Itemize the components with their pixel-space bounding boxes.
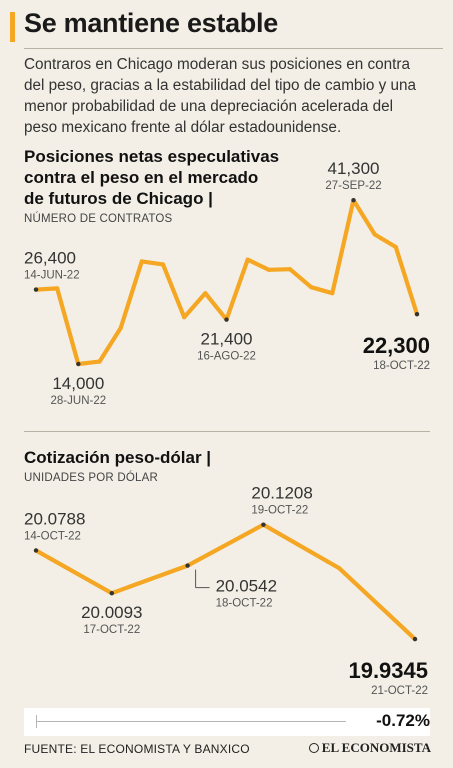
chart1-value-label: 22,300 <box>363 333 430 358</box>
chart1-marker-dot <box>76 361 81 367</box>
chart1-title-line2: contra el peso en el mercado <box>24 168 259 187</box>
chart2-series-line <box>33 522 418 642</box>
chart2-value-label: 20.0093 <box>81 603 142 622</box>
contracts-line-chart: 26,400 14-JUN-22 14,000 28-JUN-22 21,400 16-A… <box>24 159 430 407</box>
page-title: Se mantiene estable <box>24 8 278 38</box>
chart1-value-label: 26,400 <box>24 249 76 268</box>
brand-name: EL ECONOMISTA <box>321 740 431 755</box>
chart2-subtitle: UNIDADES POR DÓLAR <box>24 472 158 484</box>
chart1-point <box>55 286 60 291</box>
chart2-date-label: 14-OCT-22 <box>24 531 81 543</box>
brand-mark-icon <box>308 743 319 753</box>
chart1-point <box>245 257 250 262</box>
chart1-value-label: 14,000 <box>52 374 104 393</box>
chart1-point <box>139 259 144 264</box>
chart1-date-label: 28-JUN-22 <box>51 395 107 407</box>
chart1-point <box>182 315 187 320</box>
chart2-title: Cotización peso-dólar | <box>24 448 212 467</box>
chart1-point <box>266 267 271 272</box>
chart1-value-label: 21,400 <box>201 330 253 349</box>
chart1-point <box>203 291 208 296</box>
chart1-point <box>330 291 335 296</box>
chart2-date-label: 18-OCT-22 <box>216 598 273 610</box>
chart1-date-label: 14-JUN-22 <box>24 270 80 282</box>
section-divider <box>24 431 430 432</box>
header: Se mantiene estable <box>10 8 443 49</box>
chart1-point <box>393 244 398 250</box>
chart2-date-label: 21-OCT-22 <box>371 685 428 697</box>
source-note: FUENTE: EL ECONOMISTA Y BANXICO <box>24 742 250 756</box>
chart1-subtitle: NÚMERO DE CONTRATOS <box>24 213 173 225</box>
title-rule <box>24 48 443 49</box>
change-percent: -0.72% <box>376 711 430 730</box>
chart2-marker-dot <box>412 636 418 642</box>
chart1-point <box>160 262 166 267</box>
chart2-value-label: 20.0542 <box>216 577 277 596</box>
chart1-point <box>372 232 377 237</box>
chart2-point <box>337 566 342 571</box>
chart1-marker-dot <box>414 312 420 317</box>
chart1-point <box>309 285 314 290</box>
change-bar-track <box>36 721 346 722</box>
title-accent-bar <box>10 12 15 42</box>
chart1-point <box>118 325 123 331</box>
chart2-marker-dot <box>33 548 39 553</box>
chart1-value-label: 41,300 <box>328 159 380 178</box>
chart2-value-label: 19.9345 <box>348 658 428 683</box>
chart1-point <box>287 267 293 272</box>
chart2-value-label: 20.1208 <box>251 484 312 503</box>
chart2-marker-dot <box>261 522 266 527</box>
chart1-marker-dot <box>351 198 356 203</box>
chart2-date-label: 19-OCT-22 <box>251 505 308 517</box>
chart1-title-line3: de futuros de Chicago | <box>24 189 213 208</box>
chart2-value-label: 20.0788 <box>24 510 85 529</box>
chart1-marker-dot <box>224 317 229 322</box>
chart1-marker-dot <box>33 287 39 292</box>
chart1-point <box>97 359 102 364</box>
chart2-marker-dot <box>185 563 190 568</box>
chart2-marker-dot <box>109 590 115 596</box>
chart2-date-label: 17-OCT-22 <box>83 624 140 636</box>
exchange-rate-line-chart: 20.0788 14-OCT-22 20.0093 17-OCT-22 20.0542 1… <box>24 484 428 697</box>
chart1-title-line1: Posiciones netas especulativas <box>24 147 280 166</box>
brand-logo: EL ECONOMISTA <box>308 740 431 756</box>
change-bar: -0.72% <box>24 708 430 736</box>
chart1-date-label: 18-OCT-22 <box>373 360 430 372</box>
chart1-date-label: 27-SEP-22 <box>325 180 381 192</box>
chart1-date-label: 16-AGO-22 <box>197 351 256 363</box>
intro-text: Contraros en Chicago moderan sus posicio… <box>24 56 417 136</box>
